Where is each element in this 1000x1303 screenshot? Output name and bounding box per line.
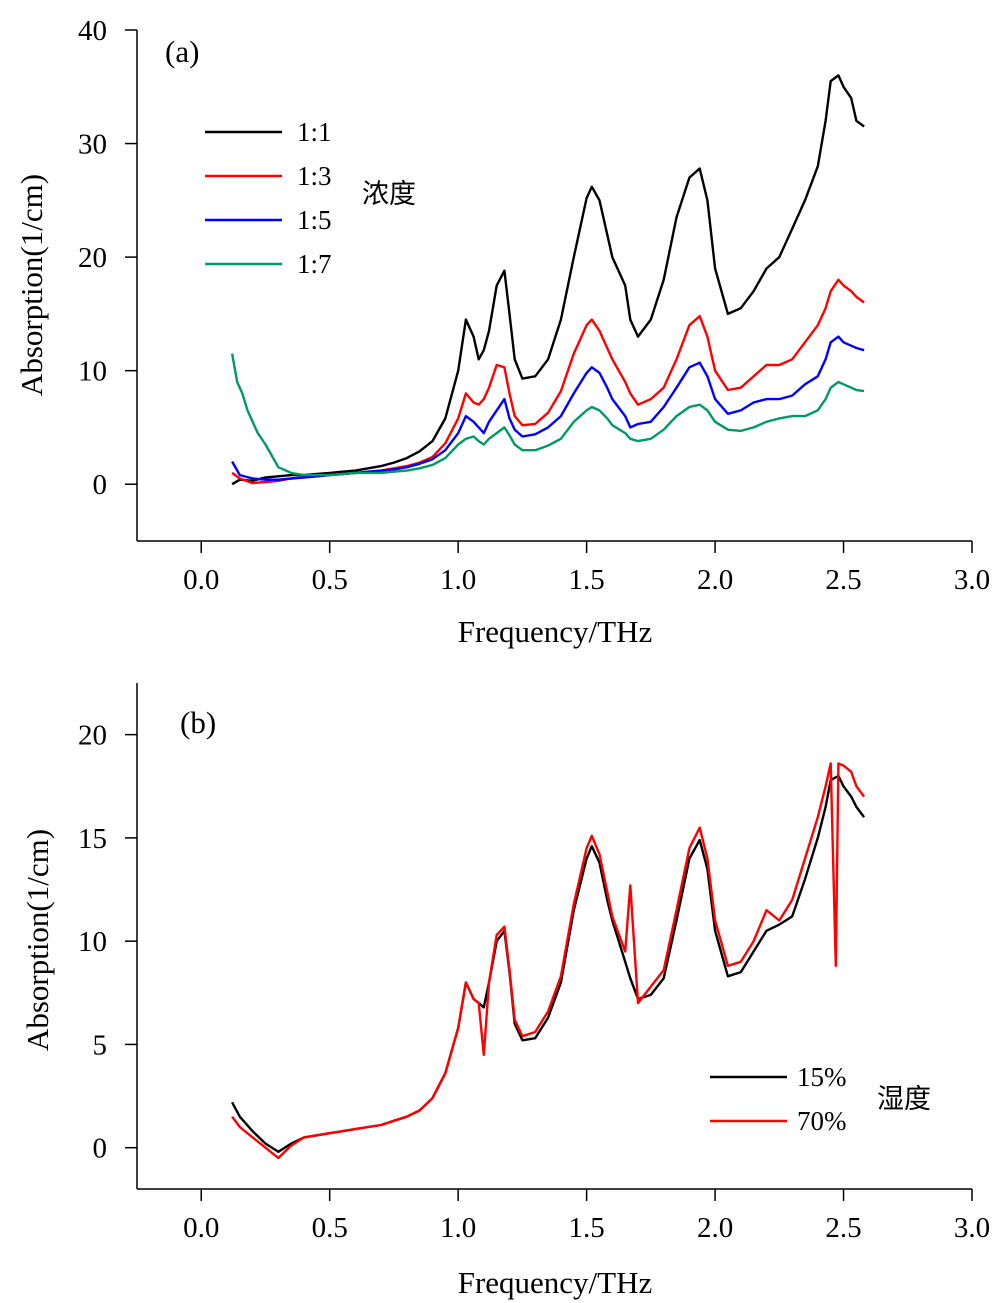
panel-b-xlabel: Frequency/THz xyxy=(458,1265,653,1300)
panel-b-legend: 15% 70% 湿度 xyxy=(710,1062,931,1136)
x-tick-label-a-2: 1.0 xyxy=(440,564,476,596)
x-tick-label-b-4: 2.0 xyxy=(697,1212,733,1244)
series-line-b-1 xyxy=(231,774,866,1153)
legend-a-label-4: 1:7 xyxy=(297,249,332,279)
y-tick-label-a-3: 30 xyxy=(78,129,107,161)
y-tick-label-b-3: 15 xyxy=(78,823,107,855)
panel-b-axes: 0.0 0.5 1.0 1.5 2.0 2.5 3.0 0 5 10 15 20 xyxy=(78,683,990,1244)
legend-a-title: 浓度 xyxy=(362,179,416,210)
legend-b-label-2: 70% xyxy=(797,1106,847,1136)
x-tick-label-a-0: 0.0 xyxy=(183,564,219,596)
y-tick-label-b-0: 0 xyxy=(93,1133,108,1165)
y-tick-label-b-2: 10 xyxy=(78,926,107,958)
y-tick-label-b-1: 5 xyxy=(93,1029,108,1061)
panel-a-legend: 1:1 1:3 1:5 1:7 浓度 xyxy=(205,117,416,279)
y-tick-label-a-1: 10 xyxy=(78,356,107,388)
panel-b-series xyxy=(231,762,866,1160)
panel-b-label: (b) xyxy=(180,705,216,740)
panel-a-label: (a) xyxy=(165,34,199,69)
y-tick-label-a-4: 40 xyxy=(78,15,107,47)
x-tick-label-a-4: 2.0 xyxy=(697,564,733,596)
x-tick-label-a-5: 2.5 xyxy=(825,564,861,596)
x-tick-label-a-6: 3.0 xyxy=(954,564,990,596)
x-tick-label-b-1: 0.5 xyxy=(312,1212,348,1244)
legend-b-label-1: 15% xyxy=(797,1062,847,1092)
x-tick-label-b-5: 2.5 xyxy=(825,1212,861,1244)
y-tick-label-b-4: 20 xyxy=(78,720,107,752)
y-tick-label-a-2: 20 xyxy=(78,242,107,274)
panel-a-series xyxy=(230,74,865,486)
series-line-a-1 xyxy=(231,74,865,486)
legend-b-title: 湿度 xyxy=(877,1084,931,1115)
panel-a-axes: 0.0 0.5 1.0 1.5 2.0 2.5 3.0 0 10 20 30 40 xyxy=(78,15,990,596)
legend-a-label-3: 1:5 xyxy=(297,205,332,235)
series-line-a-2 xyxy=(231,278,865,485)
panel-a-ylabel: Absorption(1/cm) xyxy=(14,174,49,396)
panel-a-xlabel: Frequency/THz xyxy=(458,614,653,649)
series-line-a-4 xyxy=(230,353,865,477)
series-line-b-2 xyxy=(231,762,866,1160)
x-tick-label-b-3: 1.5 xyxy=(568,1212,604,1244)
panel-a: (a) 0.0 0.5 1.0 1.5 2.0 2.5 3.0 0 10 20 30 40 1:1 1… xyxy=(14,15,990,649)
x-tick-label-b-6: 3.0 xyxy=(954,1212,990,1244)
panel-b: (b) 0.0 0.5 1.0 1.5 2.0 2.5 3.0 0 5 10 15 20 15% 70… xyxy=(20,683,990,1300)
panel-b-ylabel: Absorption(1/cm) xyxy=(20,829,55,1051)
x-tick-label-a-1: 0.5 xyxy=(312,564,348,596)
x-tick-label-b-2: 1.0 xyxy=(440,1212,476,1244)
x-tick-label-b-0: 0.0 xyxy=(183,1212,219,1244)
legend-a-label-2: 1:3 xyxy=(297,161,332,191)
y-tick-label-a-0: 0 xyxy=(93,469,108,501)
legend-a-label-1: 1:1 xyxy=(297,117,332,147)
x-tick-label-a-3: 1.5 xyxy=(568,564,604,596)
